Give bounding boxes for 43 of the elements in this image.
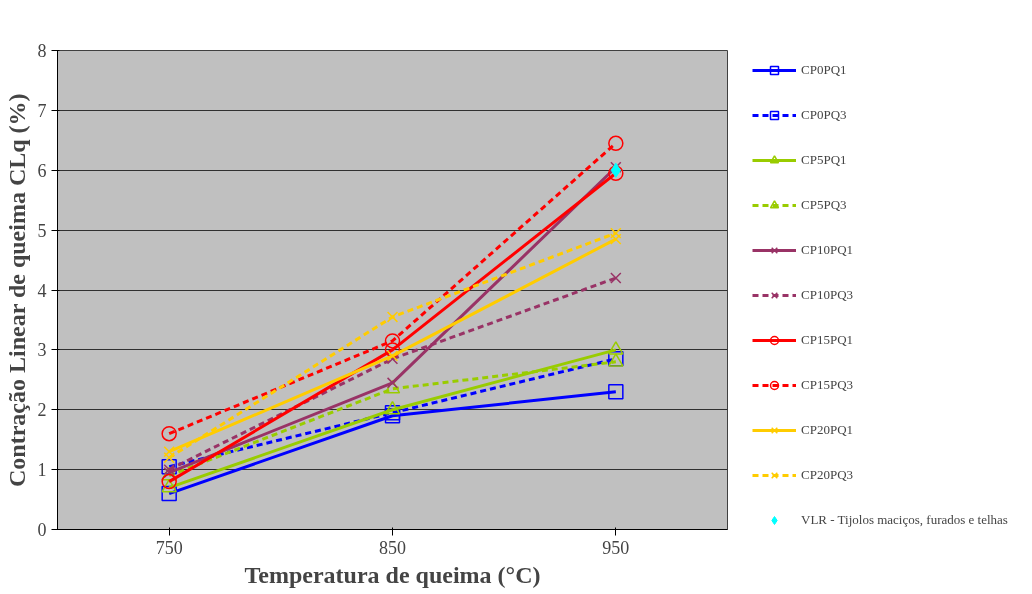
point xyxy=(386,377,399,389)
point xyxy=(163,445,175,458)
y-tick-label: 2 xyxy=(37,400,47,421)
legend-label: VLR - Tijolos maciços, furados e telhas xyxy=(801,512,1008,528)
legend-label: CP0PQ1 xyxy=(801,62,847,78)
point xyxy=(161,425,177,442)
y-tick-label: 5 xyxy=(37,220,47,241)
legend-label: CP15PQ3 xyxy=(801,377,854,393)
point xyxy=(610,227,622,239)
point xyxy=(384,400,401,415)
point xyxy=(610,233,622,245)
point xyxy=(161,478,177,493)
point xyxy=(161,485,177,502)
y-tick-label: 8 xyxy=(37,41,47,61)
point xyxy=(384,333,401,349)
point xyxy=(163,451,175,464)
legend-label: CP15PQ1 xyxy=(801,332,854,348)
x-tick-label: 850 xyxy=(379,537,406,558)
legend-label: CP5PQ3 xyxy=(801,197,847,213)
legend-label: CP5PQ1 xyxy=(801,152,847,168)
y-tick-label: 4 xyxy=(37,280,47,301)
legend-label: CP10PQ1 xyxy=(801,242,854,258)
legend-label: CP10PQ3 xyxy=(801,287,854,303)
point xyxy=(608,341,624,355)
y-tick-label: 6 xyxy=(37,160,47,181)
y-tick-label: 1 xyxy=(37,460,47,481)
y-tick-label: 7 xyxy=(37,100,47,121)
x-tick-label: 950 xyxy=(602,537,630,558)
y-axis-title: Contração Linear de queima CLq (%) xyxy=(3,93,30,487)
legend-label: CP20PQ1 xyxy=(801,422,854,438)
legend-label: CP0PQ3 xyxy=(801,107,847,123)
point xyxy=(384,342,401,358)
point xyxy=(608,135,624,152)
y-tick-label: 0 xyxy=(37,520,47,540)
legend-label: CP20PQ3 xyxy=(801,467,854,483)
x-axis-title: Temperatura de queima (°C) xyxy=(244,561,541,588)
point xyxy=(610,272,622,284)
point xyxy=(608,384,624,400)
point xyxy=(161,473,177,490)
point xyxy=(610,161,622,173)
x-tick-label: 750 xyxy=(155,537,183,558)
point xyxy=(386,311,399,323)
y-tick-label: 3 xyxy=(37,340,47,361)
